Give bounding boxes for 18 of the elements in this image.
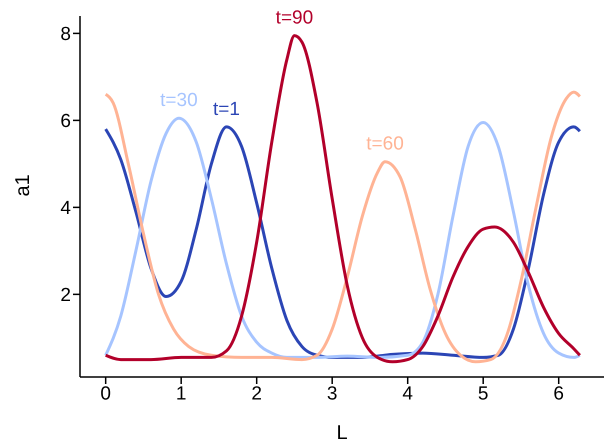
x-tick-label: 2 [251,383,262,404]
y-axis-title: a1 [12,174,34,196]
series-label: t=60 [366,134,404,155]
series-label: t=30 [160,90,198,112]
y-tick-label: 6 [60,111,71,132]
x-tick-label: 1 [176,383,186,404]
y-tick-label: 8 [60,24,71,46]
x-axis-title: L [336,422,348,444]
x-tick-label: 3 [326,383,338,404]
x-tick-label: 5 [478,383,488,404]
series-label: t=1 [213,98,240,120]
x-tick-label: 0 [100,383,111,404]
x-tick-label: 6 [553,383,564,404]
y-tick-label: 2 [60,285,71,306]
y-tick-label: 4 [60,198,72,220]
line-series [104,34,582,364]
x-tick-label: 4 [402,383,414,404]
series-label: t=90 [276,8,314,29]
